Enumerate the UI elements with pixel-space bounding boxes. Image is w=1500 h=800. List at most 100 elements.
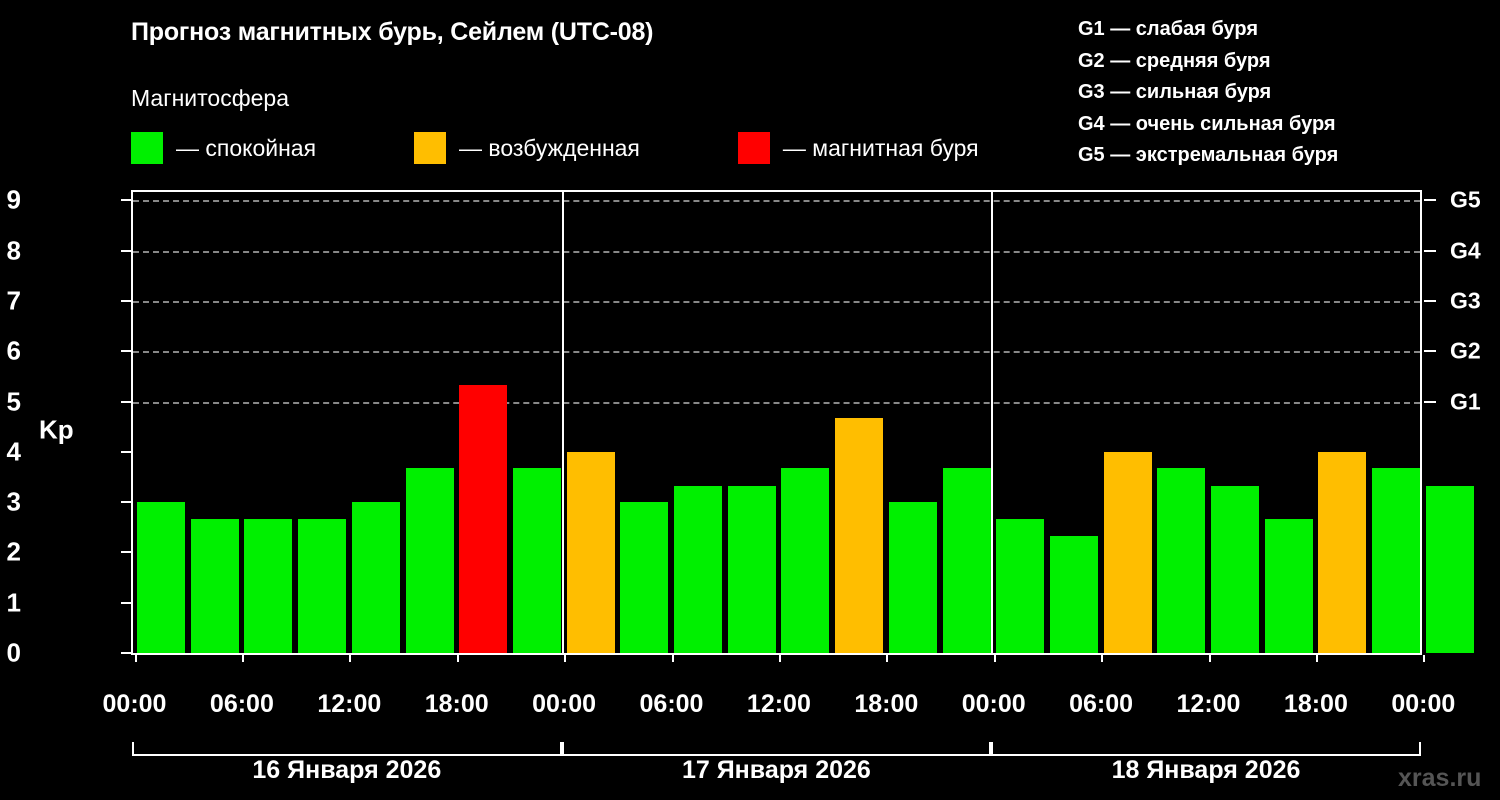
x-axis-tick-mark	[134, 655, 137, 662]
legend-item: — возбужденная	[414, 132, 640, 164]
bar	[512, 468, 561, 653]
x-axis-tick-mark	[349, 655, 352, 662]
x-axis-tick-mark	[993, 655, 996, 662]
storm-scale-row: G4 — очень сильная буря	[1078, 112, 1336, 135]
day-divider	[561, 190, 564, 653]
bar	[566, 451, 615, 653]
day-label: 18 Января 2026	[1111, 756, 1301, 784]
bar	[1264, 518, 1313, 653]
y-axis-tick-label: 1	[6, 587, 21, 618]
y-axis-tick-mark	[121, 350, 132, 353]
storm-scale-row: G5 — экстремальная буря	[1078, 144, 1339, 166]
x-axis-tick-mark	[456, 655, 459, 662]
y-axis-tick-mark	[121, 501, 132, 504]
g-axis-tick-label: G2	[1450, 337, 1481, 364]
x-axis-tick-label: 18:00	[854, 690, 919, 718]
y-axis-tick-mark	[121, 601, 132, 604]
plot-frame-top	[131, 190, 1422, 192]
bar	[1211, 485, 1259, 653]
x-axis-tick-label: 00:00	[532, 690, 597, 718]
y-axis-tick-label: 6	[6, 335, 21, 366]
gridline	[133, 401, 1420, 404]
gridline	[133, 351, 1420, 354]
x-axis-tick-label: 18:00	[424, 690, 489, 718]
page-title: Прогноз магнитных бурь, Сейлем (UTC-08)	[131, 18, 654, 46]
bar	[1372, 468, 1421, 653]
magnetosphere-section-label: Магнитосфера	[131, 85, 290, 111]
x-axis-tick-label: 06:00	[1069, 690, 1134, 718]
gridline	[133, 200, 1420, 203]
bar	[1318, 451, 1367, 653]
legend-item: — спокойная	[131, 132, 316, 164]
bar	[888, 502, 937, 653]
x-axis-tick-label: 00:00	[102, 690, 167, 718]
day-label: 16 Января 2026	[252, 756, 442, 784]
bar	[351, 502, 400, 653]
x-axis-tick-mark	[1423, 655, 1426, 662]
watermark: xras.ru	[1398, 764, 1482, 792]
bar	[996, 518, 1045, 653]
storm-scale-legend: G1 — слабая буря G2 — средняя буря G3 — си…	[1078, 14, 1338, 172]
g-axis-tick-label: G4	[1450, 237, 1481, 264]
y-axis-tick-label: 5	[6, 386, 21, 416]
plot-area	[131, 190, 1474, 655]
bar	[190, 518, 239, 653]
y-axis-tick-mark	[121, 551, 132, 554]
bar	[620, 502, 669, 653]
legend-item: — магнитная буря	[737, 132, 979, 164]
y-axis-tick-label: 0	[6, 637, 21, 668]
y-axis-tick-mark	[121, 400, 132, 403]
x-axis-tick-mark	[241, 655, 244, 662]
x-axis-tick-mark	[1315, 655, 1318, 662]
storm-scale-row: G3 — сильная буря	[1078, 81, 1272, 103]
plot-frame-right	[1420, 190, 1422, 655]
x-axis-tick-label: 18:00	[1283, 690, 1348, 718]
bar	[1157, 468, 1206, 653]
y-axis-tick-label: 7	[6, 285, 21, 316]
bar	[405, 468, 454, 653]
day-divider	[991, 190, 994, 653]
bar	[835, 418, 884, 653]
y-axis-title: Kp	[39, 414, 74, 445]
bar	[244, 518, 293, 653]
g-axis-tick-label: G5	[1450, 186, 1481, 213]
green-square-icon	[131, 132, 163, 164]
legend-item-label: — спокойная	[176, 134, 317, 161]
g-axis-tick-mark	[1424, 400, 1436, 403]
y-axis-tick-label: 8	[6, 235, 21, 266]
bar	[298, 518, 347, 653]
orange-square-icon	[414, 132, 447, 164]
bar	[727, 485, 776, 653]
bar	[1049, 535, 1098, 653]
day-label: 17 Января 2026	[681, 756, 871, 784]
x-axis-tick-mark	[886, 655, 889, 662]
g-axis-tick-label: G3	[1450, 287, 1481, 314]
x-axis-tick-mark	[1101, 655, 1104, 662]
y-axis-tick-label: 9	[6, 184, 21, 215]
gridline	[133, 300, 1420, 303]
x-axis-tick-label: 00:00	[1391, 690, 1456, 718]
y-axis-tick-mark	[121, 199, 132, 202]
bar	[781, 468, 830, 653]
bar	[459, 384, 508, 653]
x-axis-tick-mark	[564, 655, 567, 662]
y-axis-tick-mark	[121, 299, 132, 302]
storm-scale-row: G1 — слабая буря	[1078, 18, 1259, 40]
gridline	[133, 250, 1420, 253]
g-axis-tick-mark	[1424, 299, 1436, 302]
bar	[942, 468, 991, 653]
y-axis-tick-mark	[121, 249, 132, 252]
x-axis-tick-label: 06:00	[639, 690, 704, 718]
bar	[1103, 451, 1152, 653]
x-axis-tick-label: 00:00	[961, 690, 1026, 718]
magnetosphere-legend: — спокойная — возбужденная — магнитная бур…	[131, 132, 979, 164]
red-square-icon	[737, 132, 770, 164]
y-axis-tick-label: 4	[6, 436, 21, 467]
legend-item-label: — возбужденная	[459, 134, 640, 161]
g-axis-tick-mark	[1424, 249, 1436, 252]
storm-scale-row: G2 — средняя буря	[1078, 49, 1271, 72]
legend-item-label: — магнитная буря	[782, 134, 979, 161]
x-axis-tick-label: 12:00	[317, 690, 382, 718]
x-axis-tick-label: 12:00	[746, 690, 811, 718]
